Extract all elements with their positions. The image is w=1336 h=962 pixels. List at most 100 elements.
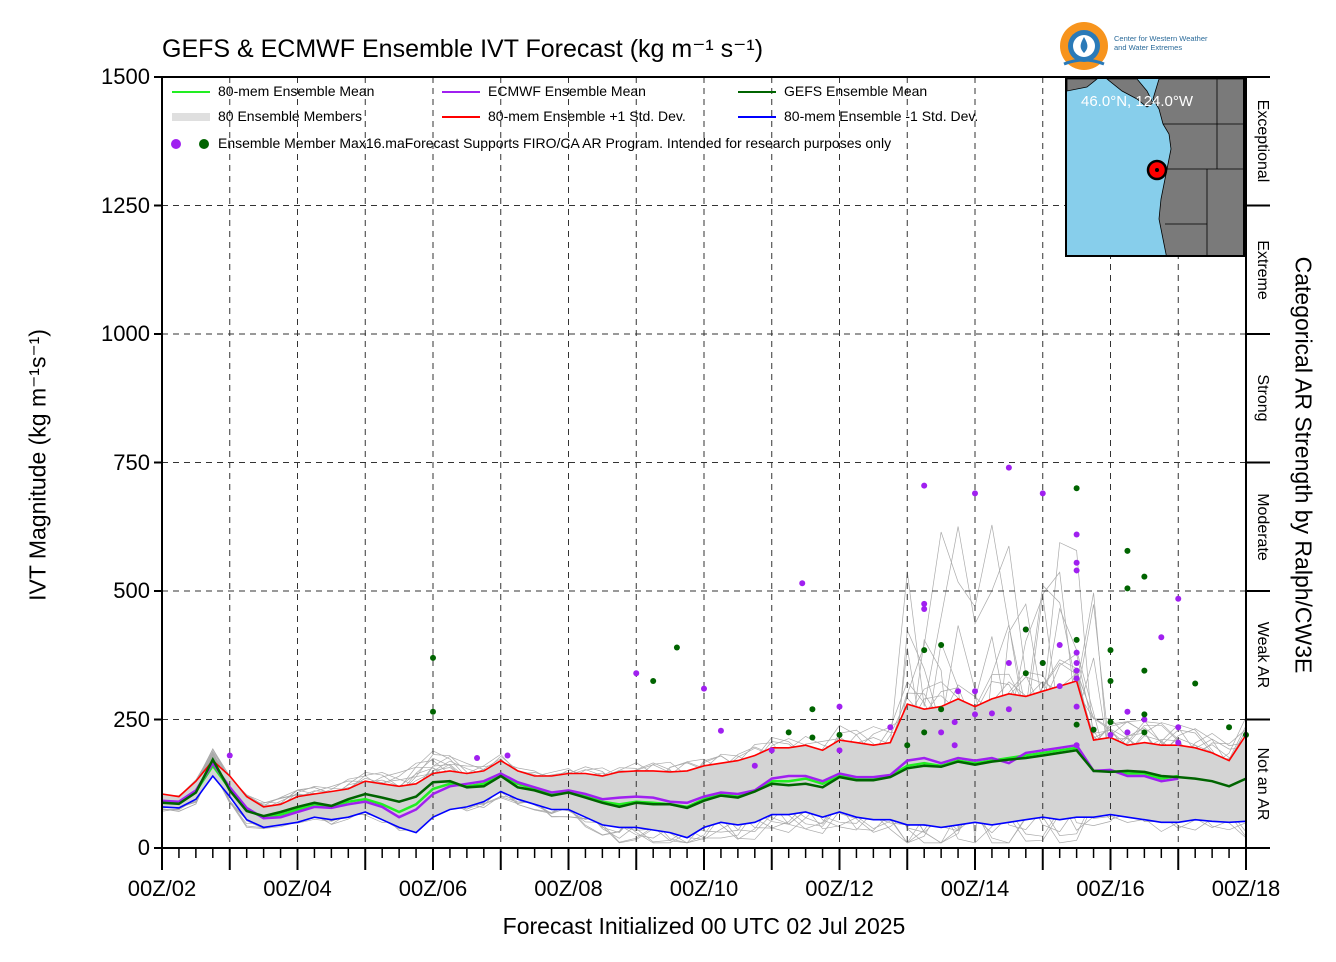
- gefs-max-point: [938, 706, 945, 713]
- ecmwf-max-point: [1175, 595, 1182, 602]
- gefs-max-point: [1090, 726, 1097, 733]
- ecmwf-max-point: [988, 710, 995, 717]
- ecmwf-max-point: [972, 490, 978, 497]
- x-tick-label: 00Z/14: [940, 876, 1010, 901]
- gefs-max-point: [836, 731, 843, 738]
- y-tick-label: 1500: [101, 64, 150, 89]
- x-tick-label: 00Z/10: [669, 876, 739, 901]
- gefs-max-point: [1226, 724, 1233, 731]
- ar-category-label: Exceptional: [1254, 99, 1271, 183]
- series-line-gefs-ensemble-mean: [161, 748, 1247, 818]
- y2-axis-label: Categorical AR Strength by Ralph/CW3E: [1290, 256, 1317, 674]
- x-tick-label: 00Z/08: [534, 876, 603, 901]
- y-tick-label: 0: [137, 835, 150, 860]
- ecmwf-max-point: [938, 729, 945, 736]
- legend-label: ECMWF Ensemble Mean: [488, 83, 646, 99]
- ar-category-label: Moderate: [1254, 492, 1271, 561]
- gefs-max-point: [1141, 573, 1148, 580]
- ecmwf-max-point: [1073, 703, 1080, 710]
- ecmwf-max-point: [972, 711, 978, 718]
- ecmwf-max-point: [921, 482, 928, 489]
- ar-category-label: Weak AR: [1254, 622, 1271, 689]
- legend-label: 80-mem Ensemble -1 Std. Dev.: [784, 108, 979, 124]
- ecmwf-max-point: [1005, 659, 1012, 666]
- ecmwf-max-point: [836, 703, 843, 710]
- gefs-max-point: [921, 729, 928, 736]
- ar-category-label: Strong: [1254, 374, 1271, 422]
- x-tick-label: 00Z/12: [805, 876, 874, 901]
- gefs-max-point: [904, 742, 911, 749]
- gefs-max-point: [809, 706, 816, 713]
- axes: [154, 76, 1270, 870]
- ecmwf-max-point: [887, 724, 894, 731]
- y-axis-label: IVT Magnitude (kg m⁻¹s⁻¹): [24, 329, 51, 601]
- legend-label-max: Ensemble Member Max16.maForecast Support…: [218, 135, 892, 151]
- gefs-max-point: [1124, 547, 1131, 554]
- gefs-max-point: [809, 734, 816, 741]
- gefs-max-point: [430, 654, 436, 661]
- x-tick-label: 00Z/02: [127, 876, 197, 901]
- ecmwf-max-point: [1124, 729, 1131, 736]
- ecmwf-max-point: [717, 727, 724, 734]
- gefs-max-point: [1141, 729, 1148, 736]
- ecmwf-max-point: [836, 747, 843, 754]
- ecmwf-max-point: [1107, 731, 1114, 738]
- ecmwf-max-point: [1175, 739, 1182, 746]
- gefs-max-point: [1022, 670, 1029, 677]
- x-tick-label: 00Z/04: [263, 876, 332, 901]
- gefs-max-point: [1073, 485, 1080, 492]
- legend-label: 80-mem Ensemble +1 Std. Dev.: [488, 108, 686, 124]
- y-tick-label: 1250: [101, 192, 150, 218]
- ar-category-label: Extreme: [1254, 239, 1271, 300]
- ecmwf-max-point: [1124, 708, 1131, 715]
- gefs-max-point: [1107, 647, 1114, 654]
- gefs-max-point: [1073, 721, 1080, 728]
- logo-line-2: and Water Extremes: [1114, 43, 1183, 52]
- y-tick-label: 500: [113, 578, 150, 603]
- ecmwf-max-point: [768, 747, 775, 754]
- ecmwf-max-point: [1158, 634, 1165, 641]
- gefs-max-point: [785, 729, 792, 736]
- cw3e-logo-icon: [1060, 22, 1108, 70]
- inset-location-label: 46.0°N, 124.0°W: [1081, 93, 1194, 110]
- gefs-max-point: [1039, 659, 1046, 666]
- gefs-max-point: [1141, 711, 1148, 718]
- series-line-ecmwf-ensemble-mean: [161, 743, 1179, 820]
- ecmwf-max-point: [1005, 706, 1012, 713]
- ecmwf-max-point: [1141, 716, 1148, 723]
- ecmwf-max-point: [1073, 649, 1080, 656]
- series-line-80-mem-ensemble-1-std-dev-: [161, 774, 1247, 839]
- gefs-max-point: [1141, 667, 1148, 674]
- x-tick-label: 00Z/16: [1076, 876, 1145, 901]
- gefs-max-point: [1124, 585, 1131, 592]
- ecmwf-max-point: [951, 742, 958, 749]
- gefs-max-point: [673, 644, 680, 651]
- legend-swatch-ecmwf-dot: [171, 139, 181, 149]
- location-inset-map: 46.0°N, 124.0°W: [1065, 77, 1245, 257]
- ecmwf-max-point: [1039, 490, 1046, 497]
- y-tick-label: 1000: [101, 321, 150, 346]
- ecmwf-max-point: [1073, 675, 1080, 682]
- gefs-max-point: [1192, 680, 1199, 687]
- ecmwf-max-point: [1005, 464, 1012, 471]
- ecmwf-max-point: [633, 670, 640, 677]
- logo-line-1: Center for Western Weather: [1114, 34, 1208, 43]
- gefs-max-point: [921, 647, 928, 654]
- cw3e-logo: Center for Western Weather and Water Ext…: [1058, 20, 1238, 72]
- inset-map-drawing: [1067, 79, 1243, 255]
- gefs-max-point: [1107, 719, 1114, 726]
- ecmwf-max-point: [504, 752, 511, 759]
- x-axis-label: Forecast Initialized 00 UTC 02 Jul 2025: [502, 913, 906, 939]
- ecmwf-max-point: [1073, 667, 1080, 674]
- logo-text: Center for Western Weather and Water Ext…: [1114, 34, 1208, 52]
- ecmwf-max-point: [921, 605, 928, 612]
- series-lines: [161, 679, 1247, 839]
- max-points: [226, 464, 1249, 769]
- y-tick-label: 750: [113, 449, 150, 475]
- ecmwf-max-point: [1073, 567, 1080, 574]
- ecmwf-max-point: [1073, 559, 1080, 566]
- gefs-max-point: [1022, 626, 1029, 633]
- series-line-80-mem-ensemble-1-std-dev-: [161, 679, 1247, 808]
- ecmwf-max-point: [972, 688, 978, 695]
